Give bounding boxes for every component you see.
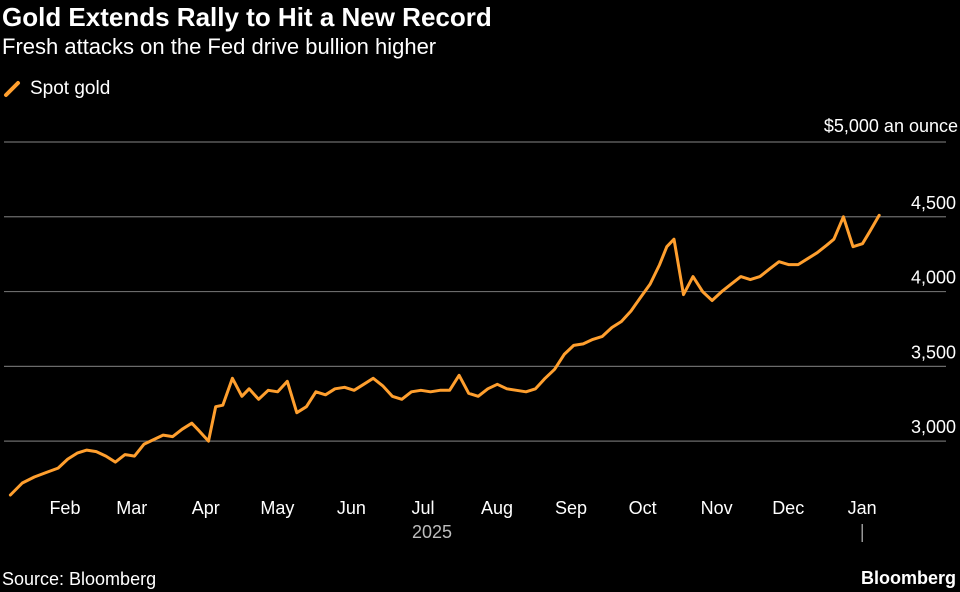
x-tick-label: Nov — [701, 498, 733, 518]
x-tick-label: Feb — [49, 498, 80, 518]
x-tick-label: Sep — [555, 498, 587, 518]
y-tick-labels: 3,000 3,500 4,000 4,500 — [911, 193, 956, 437]
chart-subtitle: Fresh attacks on the Fed drive bullion h… — [2, 34, 437, 59]
x-tick-label: Dec — [772, 498, 804, 518]
legend-swatch-spot-gold — [4, 81, 20, 97]
x-tick-label: Apr — [192, 498, 220, 518]
x-tick-label: Jun — [337, 498, 366, 518]
bloomberg-logo: Bloomberg — [860, 568, 956, 588]
y-tick-label: 4,000 — [911, 268, 956, 288]
legend: Spot gold — [2, 78, 110, 100]
y-axis-unit-label: $5,000 an ounce — [823, 116, 958, 136]
x-tick-label: May — [260, 498, 294, 518]
source-note: Source: Bloomberg — [2, 569, 157, 589]
legend-label-spot-gold: Spot gold — [30, 78, 111, 99]
series-line-spot-gold — [8, 213, 881, 497]
chart-title: Gold Extends Rally to Hit a New Record — [2, 2, 492, 32]
y-tick-label: 4,500 — [911, 193, 956, 213]
series-layer — [8, 213, 881, 497]
x-tick-label: Mar — [116, 498, 147, 518]
y-tick-label: 3,000 — [911, 417, 956, 437]
x-year-label: 2025 — [412, 522, 452, 542]
x-tick-label: Jan — [848, 498, 877, 518]
grid-layer — [4, 141, 946, 442]
x-tick-labels: Feb Mar Apr May Jun Jul Aug Sep Oct Nov Dec Jan 2025 — [49, 498, 877, 542]
x-tick-label: Jul — [411, 498, 434, 518]
x-tick-label: Aug — [481, 498, 513, 518]
x-tick-label: Oct — [629, 498, 657, 518]
y-tick-label: 3,500 — [911, 342, 956, 362]
